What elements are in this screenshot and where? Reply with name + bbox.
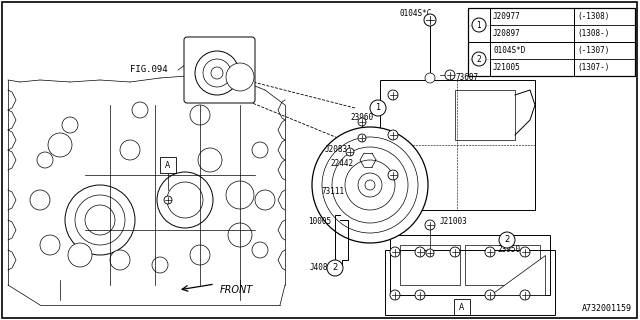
Text: 73111: 73111 [322, 188, 345, 196]
Circle shape [425, 220, 435, 230]
Circle shape [75, 195, 125, 245]
Text: 2: 2 [504, 236, 509, 244]
Circle shape [370, 100, 386, 116]
Circle shape [226, 63, 254, 91]
Circle shape [520, 290, 530, 300]
Circle shape [472, 18, 486, 32]
Text: 1: 1 [477, 20, 481, 29]
Circle shape [485, 247, 495, 257]
Circle shape [426, 249, 434, 257]
Circle shape [388, 90, 398, 100]
Circle shape [68, 243, 92, 267]
Text: (-1307): (-1307) [577, 46, 609, 55]
Circle shape [164, 196, 172, 204]
Circle shape [167, 182, 203, 218]
Circle shape [226, 181, 254, 209]
Text: 22442: 22442 [330, 158, 353, 167]
Circle shape [48, 133, 72, 157]
Bar [160, 157, 176, 173]
Circle shape [358, 118, 366, 126]
Circle shape [388, 130, 398, 140]
Polygon shape [490, 255, 545, 295]
Text: FRONT: FRONT [220, 285, 253, 295]
Text: 2: 2 [477, 54, 481, 63]
Circle shape [203, 59, 231, 87]
Text: (1307-): (1307-) [577, 63, 609, 72]
Circle shape [30, 190, 50, 210]
Bar [454, 299, 470, 315]
Circle shape [450, 247, 460, 257]
Text: 1: 1 [376, 103, 381, 113]
Circle shape [85, 205, 115, 235]
Text: 0104S*D: 0104S*D [493, 46, 525, 55]
Text: FIG.094: FIG.094 [130, 66, 168, 75]
Circle shape [65, 185, 135, 255]
Text: A732001159: A732001159 [582, 304, 632, 313]
Circle shape [425, 73, 435, 83]
Text: 2: 2 [332, 263, 338, 273]
Text: J21003: J21003 [440, 218, 468, 227]
Circle shape [252, 242, 268, 258]
Circle shape [190, 105, 210, 125]
Circle shape [190, 245, 210, 265]
Circle shape [327, 260, 343, 276]
Circle shape [345, 160, 395, 210]
Circle shape [358, 134, 366, 142]
Text: J40804: J40804 [310, 263, 338, 273]
Text: 23950: 23950 [497, 245, 520, 254]
Circle shape [346, 148, 354, 156]
Circle shape [445, 70, 455, 80]
Text: 0104S*C: 0104S*C [400, 10, 433, 19]
Circle shape [424, 14, 436, 26]
Bar [385, 250, 555, 315]
Bar [468, 8, 635, 76]
Bar [390, 235, 550, 295]
Circle shape [110, 250, 130, 270]
Circle shape [332, 147, 408, 223]
Circle shape [62, 117, 78, 133]
Circle shape [252, 142, 268, 158]
Circle shape [472, 52, 486, 66]
Circle shape [415, 290, 425, 300]
Circle shape [198, 148, 222, 172]
Circle shape [157, 172, 213, 228]
FancyBboxPatch shape [184, 37, 255, 103]
Bar [465, 245, 540, 285]
Circle shape [195, 51, 239, 95]
Text: (-1308): (-1308) [577, 12, 609, 21]
Text: 73687: 73687 [455, 74, 478, 83]
Circle shape [255, 190, 275, 210]
Bar [380, 80, 535, 210]
Circle shape [40, 235, 60, 255]
Circle shape [485, 290, 495, 300]
Circle shape [388, 170, 398, 180]
Circle shape [120, 140, 140, 160]
Circle shape [152, 257, 168, 273]
Text: J20831: J20831 [325, 146, 353, 155]
Text: (1308-): (1308-) [577, 29, 609, 38]
Text: J20897: J20897 [493, 29, 521, 38]
Circle shape [312, 127, 428, 243]
Text: J20977: J20977 [493, 12, 521, 21]
Bar [468, 8, 635, 76]
Circle shape [358, 173, 382, 197]
Circle shape [211, 67, 223, 79]
Circle shape [132, 102, 148, 118]
Circle shape [322, 137, 418, 233]
Text: 23960: 23960 [350, 114, 373, 123]
Text: 10005: 10005 [308, 218, 331, 227]
Text: A: A [460, 302, 465, 311]
Bar [455, 90, 515, 140]
Circle shape [520, 247, 530, 257]
Circle shape [228, 223, 252, 247]
Circle shape [365, 180, 375, 190]
Text: A: A [165, 161, 171, 170]
Text: J21005: J21005 [493, 63, 521, 72]
Circle shape [499, 232, 515, 248]
Circle shape [415, 247, 425, 257]
Circle shape [390, 290, 400, 300]
Circle shape [390, 247, 400, 257]
Bar [400, 245, 460, 285]
Circle shape [37, 152, 53, 168]
